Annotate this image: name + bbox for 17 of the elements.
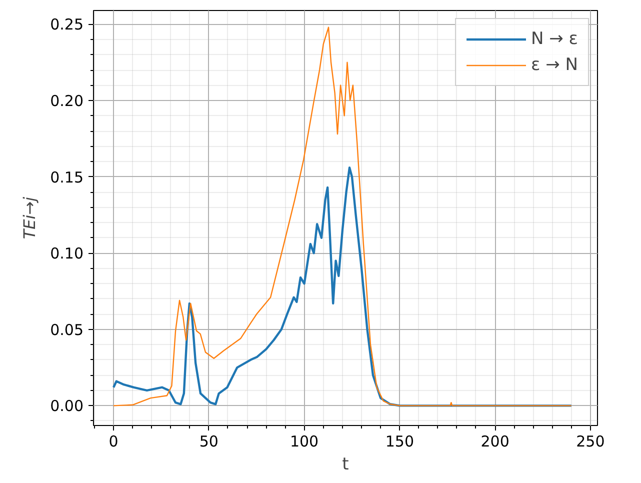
x-tick-label: 0 bbox=[108, 432, 118, 450]
y-tick-label: 0.15 bbox=[50, 168, 84, 186]
y-tick-label: 0.25 bbox=[50, 16, 84, 34]
x-tick-label: 50 bbox=[199, 432, 218, 450]
legend-label: ε → N bbox=[531, 55, 578, 75]
legend-label: N → ε bbox=[531, 29, 578, 49]
x-axis-title: t bbox=[342, 454, 350, 474]
y-axis-title: TEi→j bbox=[20, 196, 40, 240]
y-tick-label: 0.05 bbox=[50, 320, 84, 339]
y-tick-label: 0.20 bbox=[50, 92, 84, 110]
x-tick-label: 150 bbox=[385, 432, 414, 450]
y-tick-label: 0.10 bbox=[50, 244, 84, 263]
y-tick-label: 0.00 bbox=[50, 397, 84, 416]
x-tick-label: 250 bbox=[576, 432, 605, 450]
line-series bbox=[112, 166, 572, 407]
x-tick-label: 100 bbox=[290, 432, 319, 450]
x-tick-label: 200 bbox=[480, 432, 510, 450]
